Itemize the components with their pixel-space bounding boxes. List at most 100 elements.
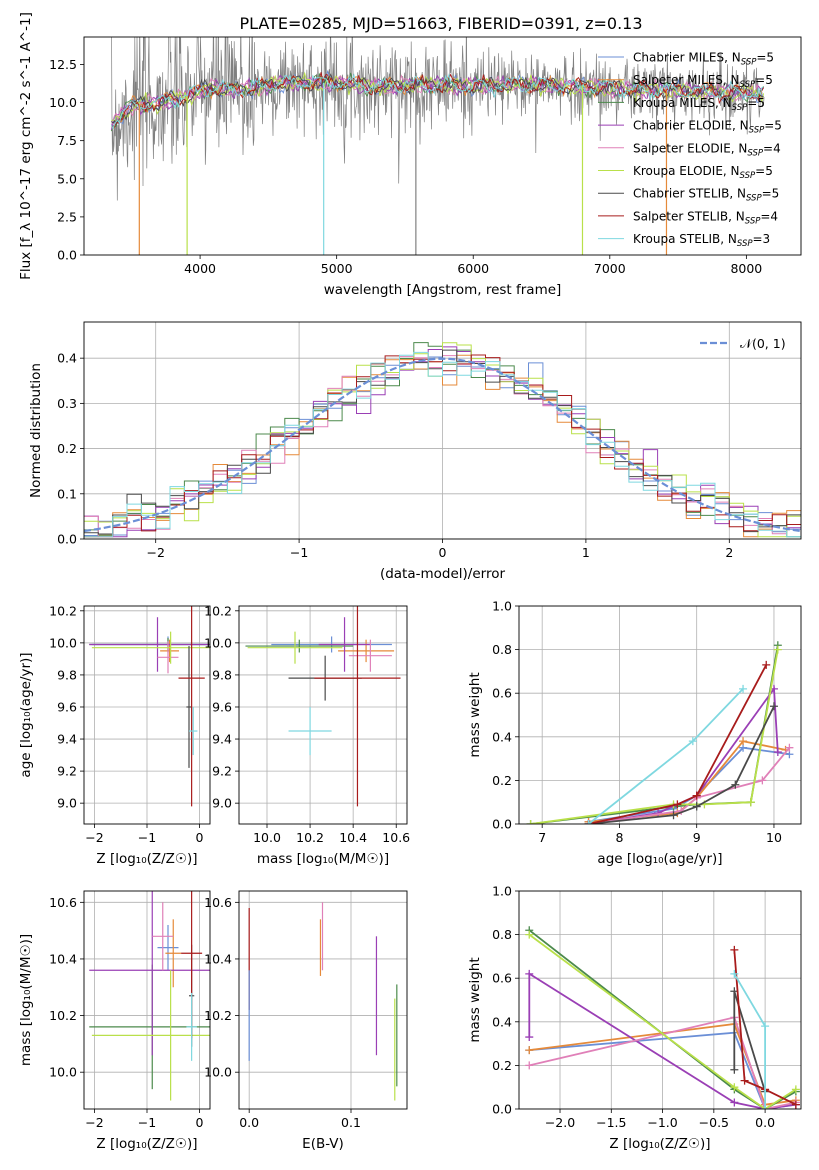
legend: Chabrier MILES, NSSP=5 Salpeter MILES, NS… [598, 51, 782, 249]
legend-label: Salpeter STELIB, NSSP=4 [633, 209, 778, 226]
x-tick-label: −0.5 [699, 1115, 729, 1130]
plot-area [519, 891, 801, 1109]
axes-frame [83, 321, 802, 540]
weight-marker-kroupa_stelib [730, 969, 739, 978]
chart-age_vs_mass: 10.0 10.2 10.4 10.6 9.0 9.2 9.4 9.6 9.8 10.0 10.2 m… [204, 603, 410, 867]
axes-frame [238, 605, 408, 825]
legend: 𝒩(0, 1) [700, 336, 786, 351]
legend-label: Kroupa STELIB, NSSP=3 [633, 232, 770, 249]
figure-title: PLATE=0285, MJD=51663, FIBERID=0391, z=0… [239, 14, 642, 33]
y-tick-label: 5.0 [57, 171, 77, 186]
y-tick-label: 10.2 [49, 603, 77, 618]
weight-marker-chabrier_elodie [730, 1098, 739, 1107]
chart-age_vs_z: −2 −1 0 9.0 9.2 9.4 9.6 9.8 10.0 10.2 Z [log₁₀(Z/Z… [18, 603, 211, 867]
y-tick-label: 0.0 [57, 248, 77, 263]
weight-marker-chabrier_stelib [692, 802, 701, 811]
weight-marker-kroupa_elodie [525, 930, 534, 939]
x-tick-label: 2 [725, 545, 733, 560]
weight-marker-salpeter_stelib [673, 800, 682, 809]
x-tick-label: 6000 [457, 261, 489, 276]
x-tick-label: 8 [615, 830, 623, 845]
weight-marker-salpeter_stelib [791, 1100, 800, 1109]
weight-marker-salpeter_elodie [758, 776, 767, 785]
x-tick-label: 10.0 [253, 830, 281, 845]
y-tick-label: 0.4 [492, 1014, 512, 1029]
y-tick-label: 2.5 [57, 209, 77, 224]
x-tick-label: 0.0 [755, 1115, 775, 1130]
weight-line-salpeter_stelib [733, 949, 797, 1106]
y-tick-label: 10.2 [204, 1008, 232, 1023]
y-tick-label: 0.6 [492, 686, 512, 701]
legend-label: Salpeter ELODIE, NSSP=4 [633, 141, 781, 158]
x-tick-label: 10 [766, 830, 782, 845]
y-tick-label: 9.4 [212, 732, 232, 747]
x-tick-label: 10.2 [296, 830, 324, 845]
y-tick-label: 10.6 [49, 895, 77, 910]
weight-marker-chabrier_stelib [669, 811, 678, 820]
x-tick-label: 10.4 [339, 830, 367, 845]
x-tick-label: −2 [146, 545, 164, 560]
y-tick-label: 0.8 [492, 927, 512, 942]
weight-marker-salpeter_miles [739, 737, 748, 746]
x-tick-label: 10.6 [382, 830, 410, 845]
x-tick-label: 0 [439, 545, 447, 560]
weight-marker-chabrier_elodie [525, 1033, 534, 1042]
weight-marker-chabrier_stelib [731, 780, 740, 789]
axes-frame [83, 605, 211, 825]
plot-area [110, 37, 765, 255]
weight-line-kroupa_elodie [528, 933, 797, 1109]
x-tick-label: −2.0 [545, 1115, 575, 1130]
x-tick-label: −1 [138, 1115, 156, 1130]
chart-mass_vs_z: −2 −1 0 10.0 10.2 10.4 10.6 Z [log₁₀(Z/Z☉)] mass… [18, 890, 211, 1152]
y-tick-label: 10.2 [204, 603, 232, 618]
weight-marker-chabrier_elodie [525, 969, 534, 978]
x-tick-label: 7000 [594, 261, 626, 276]
weight-marker-salpeter_miles [525, 1046, 534, 1055]
x-tick-label: 0 [196, 830, 204, 845]
y-tick-label: 0.6 [492, 971, 512, 986]
x-axis-label: Z [log₁₀(Z/Z☉)] [96, 1136, 197, 1152]
y-tick-label: 9.6 [212, 699, 232, 714]
legend-label: 𝒩(0, 1) [740, 336, 786, 351]
x-tick-label: 4000 [184, 261, 216, 276]
x-tick-label: 1 [582, 545, 590, 560]
weight-marker-kroupa_elodie [526, 820, 535, 824]
weight-marker-kroupa_elodie [791, 1085, 800, 1094]
y-tick-label: 0.2 [57, 441, 77, 456]
chart-spectrum: 4000 5000 6000 7000 8000 0.0 2.5 5.0 7.5 10.0 12.5… [18, 12, 802, 298]
x-tick-label: −2 [85, 1115, 103, 1130]
y-tick-label: 0.0 [492, 1102, 512, 1117]
chart-mass_vs_ebv: 0.0 0.1 10.0 10.2 10.4 10.6 E(B-V) [204, 890, 408, 1152]
y-tick-label: 9.0 [57, 796, 77, 811]
y-tick-label: 1.0 [492, 599, 512, 614]
x-axis-label: age [log₁₀(age/yr)] [597, 851, 722, 867]
x-tick-label: 0.0 [239, 1115, 259, 1130]
x-tick-label: 5000 [321, 261, 353, 276]
x-axis-label: Z [log₁₀(Z/Z☉)] [609, 1136, 710, 1152]
x-tick-label: 0.1 [341, 1115, 361, 1130]
chart-residuals: −2 −1 0 1 2 0.0 0.1 0.2 0.3 0.4 𝒩(0, 1) (data-model… [28, 321, 802, 582]
y-tick-label: 9.8 [57, 667, 77, 682]
weight-marker-kroupa_elodie [746, 798, 755, 807]
y-axis-label: mass weight [467, 672, 483, 757]
histogram-kroupa_stelib [84, 351, 801, 538]
observed-spectrum [111, 37, 765, 201]
x-tick-label: −1 [290, 545, 308, 560]
x-tick-label: 0 [196, 1115, 204, 1130]
y-axis-label: Normed distribution [28, 363, 44, 498]
weight-marker-kroupa_stelib [688, 737, 697, 746]
y-tick-label: 0.1 [57, 486, 77, 501]
chart-weight_vs_age: 7 8 9 10 0.0 0.2 0.4 0.6 0.8 1.0 age [log₁₀(age/yr… [467, 599, 802, 867]
weight-marker-salpeter_elodie [525, 1061, 534, 1070]
y-tick-label: 10.6 [204, 895, 232, 910]
y-tick-label: 0.0 [57, 532, 77, 547]
weight-line-salpeter_stelib [588, 664, 767, 824]
weight-marker-kroupa_stelib [761, 1022, 770, 1031]
y-axis-label: mass [log₁₀(M/M☉)] [18, 934, 34, 1066]
model-spectrum-kroupa_elodie [111, 71, 765, 122]
axes-frame [238, 890, 408, 1110]
y-tick-label: 10.0 [49, 635, 77, 650]
legend-label: Kroupa ELODIE, NSSP=5 [633, 164, 773, 181]
y-tick-label: 0.2 [492, 1058, 512, 1073]
